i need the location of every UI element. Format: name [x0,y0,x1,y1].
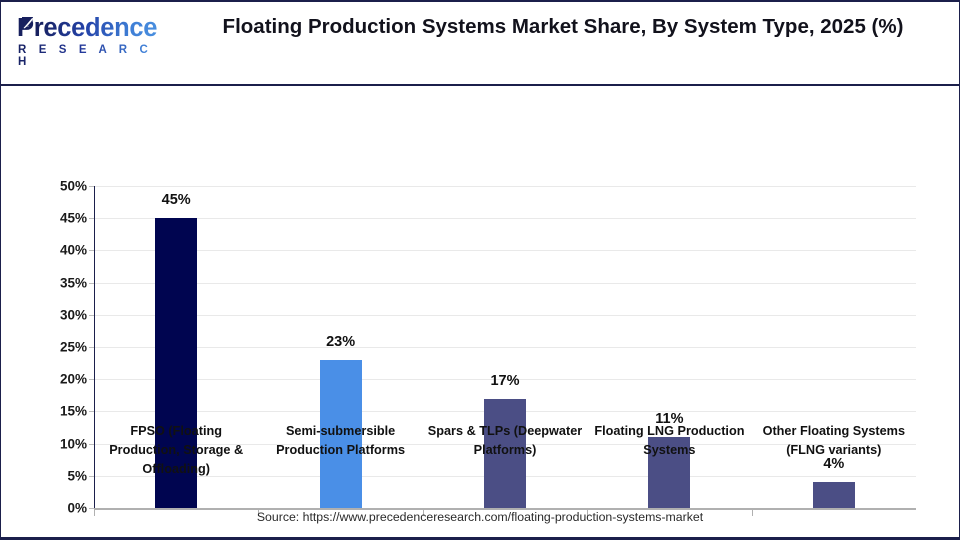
bar[interactable] [155,218,198,508]
leaf-icon [22,17,33,30]
x-axis-category-label: Floating LNG Production Systems [594,424,745,457]
gridline [94,314,916,316]
gridline [94,186,916,187]
x-axis-line [94,508,916,510]
y-axis-tick [89,411,94,413]
plot-area: 0% 5% 10% 15% 20% 25% 30% 35% 40% 45% 50% 45% 23% 17… [1,88,959,539]
chart-header: Precedence R E S E A R C H Floating Prod… [1,2,959,86]
precedence-research-logo: Precedence R E S E A R C H [13,14,163,70]
y-axis-tick-label: 40% [59,242,87,258]
bar-value-label: 17% [490,372,520,389]
y-axis-tick-label: 15% [59,403,87,419]
page-title: Floating Production Systems Market Share… [222,15,904,38]
gridline [94,347,916,348]
x-axis-tick [751,510,753,516]
y-axis-line [94,186,95,508]
x-axis-category-label: Semi-submersible Production Platforms [276,424,406,457]
bar[interactable] [484,398,526,508]
bar[interactable] [812,482,855,508]
y-axis-labels: 0% 5% 10% 15% 20% 25% 30% 35% 40% 45% 50% [31,179,87,516]
y-axis-tick [89,475,94,477]
y-axis-tick [89,347,94,348]
y-axis-tick [89,314,94,316]
source-caption: Source: https://www.precedenceresearch.c… [256,510,704,524]
y-axis-tick [89,218,94,220]
gridline [94,218,916,220]
y-axis-tick-label: 30% [59,307,87,323]
y-axis-tick-label: 10% [59,436,87,452]
x-axis-tick [587,510,589,516]
gridline [94,282,916,284]
y-axis-tick-label: 45% [59,210,87,226]
y-axis-tick [89,443,94,445]
bar-value-label: 4% [823,456,845,473]
y-axis-tick-label: 5% [67,468,87,484]
gridline [94,250,916,252]
x-axis-tick [258,510,260,516]
y-axis-tick [89,186,94,187]
bar-value-label: 11% [655,411,684,428]
x-axis-category-label: Spars & TLPs (Deepwater Platforms) [427,424,583,457]
bar-series: 45% 23% 17% 11% 4% [94,186,916,508]
x-axis-category-label: FPSO (Floating Production, Storage & Off… [109,424,244,476]
bar-value-label: 23% [326,333,356,350]
logo-wordmark: Precedence [13,14,163,42]
y-axis-tick [89,282,94,284]
x-axis-category-label: Other Floating Systems (FLNG variants) [762,424,906,457]
bar[interactable] [648,437,691,508]
bar[interactable] [319,359,362,508]
logo-subtitle: R E S E A R C H [13,44,163,68]
y-axis-tick-label: 20% [59,371,87,387]
x-axis-tick [94,510,95,516]
gridline [94,379,916,381]
y-axis-tick-label: 35% [59,275,87,291]
y-axis-tick-label: 50% [59,178,87,194]
y-axis-tick-label: 0% [67,500,87,516]
bar-value-label: 45% [161,192,191,209]
y-axis-tick-label: 25% [59,339,87,355]
x-axis-tick [422,510,424,516]
y-axis-tick [89,508,94,509]
y-axis-tick [89,250,94,252]
y-axis-tick [89,379,94,381]
